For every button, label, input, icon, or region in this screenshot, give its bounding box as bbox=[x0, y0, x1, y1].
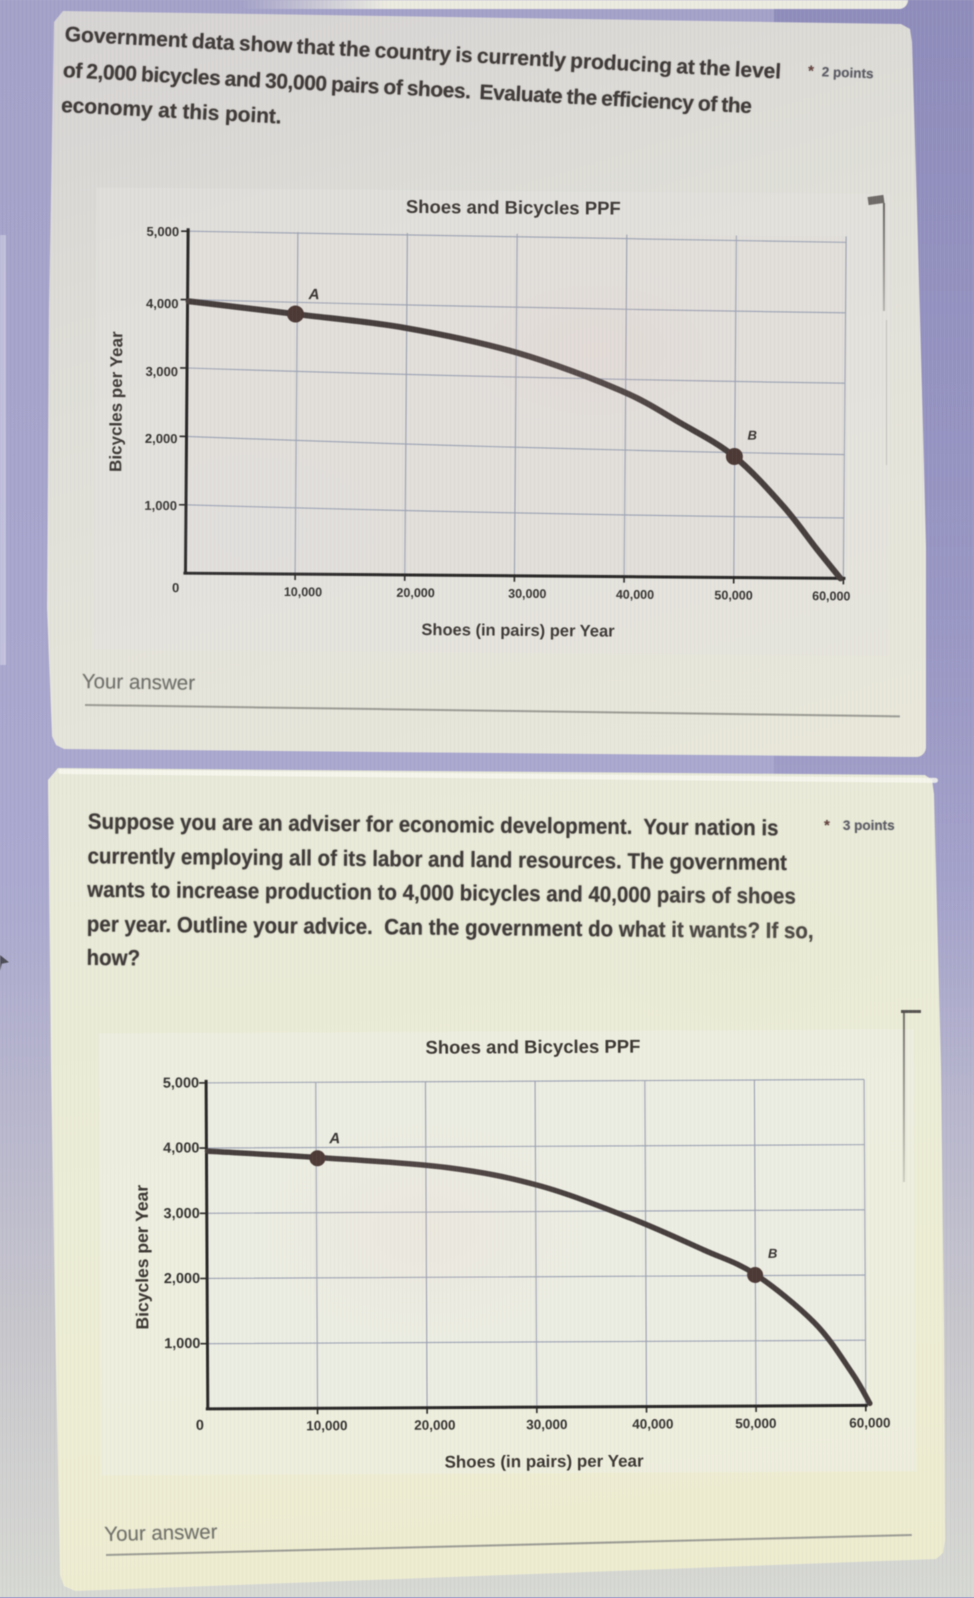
svg-text:20,000: 20,000 bbox=[414, 1418, 455, 1433]
svg-text:50,000: 50,000 bbox=[714, 588, 752, 602]
svg-text:60,000: 60,000 bbox=[812, 589, 850, 603]
svg-text:5,000: 5,000 bbox=[163, 1075, 199, 1091]
svg-text:A: A bbox=[308, 286, 320, 303]
svg-text:40,000: 40,000 bbox=[616, 588, 654, 602]
svg-text:2,000: 2,000 bbox=[145, 431, 178, 446]
svg-text:0: 0 bbox=[172, 580, 179, 595]
svg-text:3,000: 3,000 bbox=[163, 1206, 199, 1222]
svg-text:B: B bbox=[747, 428, 757, 443]
svg-text:0: 0 bbox=[196, 1418, 204, 1434]
svg-text:3,000: 3,000 bbox=[145, 364, 178, 379]
svg-text:50,000: 50,000 bbox=[735, 1416, 776, 1431]
svg-text:1,000: 1,000 bbox=[144, 498, 177, 513]
svg-text:2,000: 2,000 bbox=[164, 1271, 200, 1287]
svg-text:10,000: 10,000 bbox=[284, 585, 322, 599]
svg-text:30,000: 30,000 bbox=[508, 587, 546, 601]
svg-text:Shoes and Bicycles PPF: Shoes and Bicycles PPF bbox=[425, 1036, 640, 1058]
svg-text:Shoes (in pairs) per Year: Shoes (in pairs) per Year bbox=[421, 621, 615, 641]
svg-text:30,000: 30,000 bbox=[526, 1417, 567, 1432]
svg-text:5,000: 5,000 bbox=[147, 224, 180, 239]
svg-text:Shoes (in pairs) per Year: Shoes (in pairs) per Year bbox=[445, 1452, 645, 1472]
svg-text:4,000: 4,000 bbox=[146, 296, 179, 311]
svg-text:4,000: 4,000 bbox=[163, 1140, 199, 1156]
svg-text:1,000: 1,000 bbox=[164, 1336, 200, 1352]
svg-text:Bicycles per Year: Bicycles per Year bbox=[132, 1185, 153, 1330]
svg-text:A: A bbox=[328, 1130, 340, 1147]
svg-text:B: B bbox=[768, 1246, 777, 1261]
svg-text:60,000: 60,000 bbox=[849, 1415, 890, 1430]
svg-text:20,000: 20,000 bbox=[396, 586, 434, 600]
svg-text:10,000: 10,000 bbox=[306, 1418, 347, 1433]
svg-text:40,000: 40,000 bbox=[632, 1416, 673, 1431]
svg-text:Shoes and Bicycles PPF: Shoes and Bicycles PPF bbox=[406, 196, 621, 219]
svg-text:Bicycles per Year: Bicycles per Year bbox=[106, 331, 126, 472]
